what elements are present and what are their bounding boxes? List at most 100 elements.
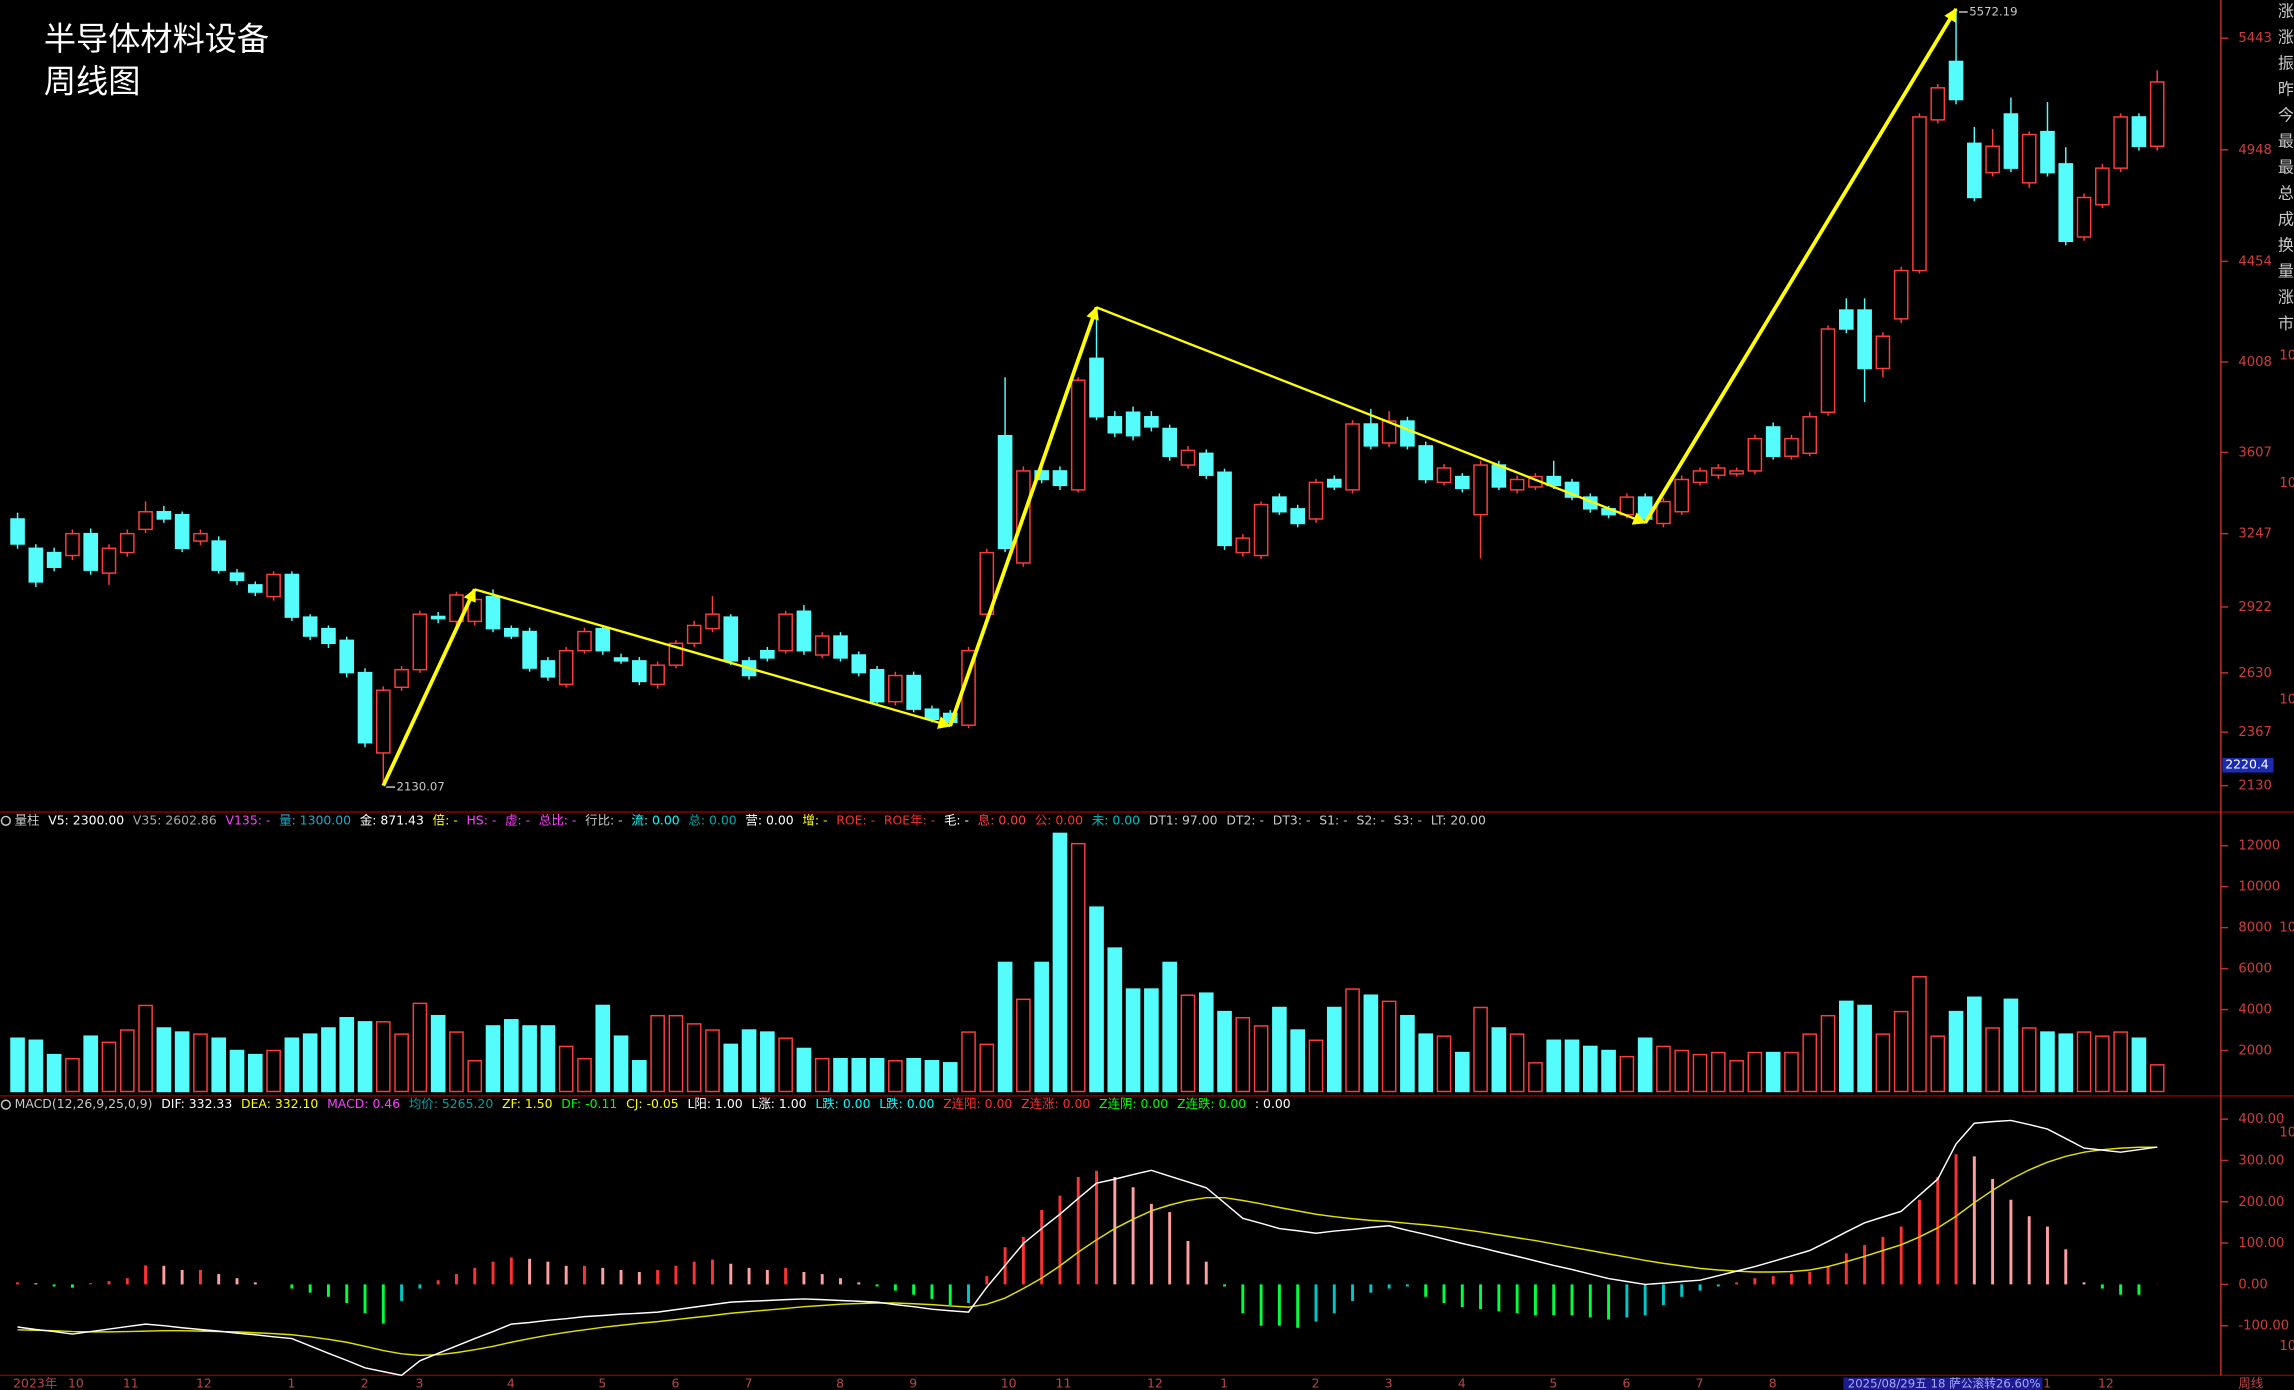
volume-bar xyxy=(686,1023,702,1093)
candle-body xyxy=(632,660,647,683)
volume-bar xyxy=(1070,842,1086,1093)
candle-body xyxy=(1363,423,1379,447)
volume-bar xyxy=(2149,1064,2165,1093)
x-tick-label: 9 xyxy=(909,1376,917,1390)
volume-bar xyxy=(302,1033,318,1093)
x-tick-label: 11 xyxy=(1056,1376,1072,1390)
candle-body xyxy=(211,540,227,571)
volume-bar xyxy=(1235,1017,1251,1093)
edge-label: 10 xyxy=(2279,921,2294,936)
chart-title: 半导体材料设备 xyxy=(44,20,269,58)
x-tick-label: 5 xyxy=(1549,1376,1557,1390)
volume-bar xyxy=(247,1053,263,1093)
candle-body xyxy=(1400,420,1415,447)
y-tick-label: 6000 xyxy=(2238,962,2271,977)
price-marker: 2220.4 xyxy=(2225,757,2269,772)
header-item: ROE年: - xyxy=(884,812,935,827)
candle-body xyxy=(1162,427,1177,457)
candle-body xyxy=(1985,145,2000,174)
candle-body xyxy=(869,668,885,703)
volume-bar xyxy=(174,1031,190,1093)
side-label: 最 xyxy=(2278,158,2294,177)
edge-label: 10 xyxy=(2279,1125,2294,1140)
volume-bar xyxy=(924,1060,940,1093)
candle-body xyxy=(2058,163,2074,242)
candle-body xyxy=(1034,470,1049,481)
low-annotation: 2130.07 xyxy=(396,780,444,794)
volume-bar xyxy=(138,1004,153,1093)
candle-body xyxy=(924,708,940,721)
volume-bar xyxy=(46,1053,62,1093)
volume-bar xyxy=(1034,961,1049,1093)
volume-bar xyxy=(540,1025,556,1093)
header-item: : 0.00 xyxy=(1255,1096,1291,1111)
candle-body xyxy=(1710,467,1726,476)
candle-body xyxy=(1198,452,1214,476)
candle-body xyxy=(1656,500,1671,525)
volume-bar xyxy=(814,1057,830,1093)
x-tick-label: 1 xyxy=(287,1376,295,1390)
candle-body xyxy=(1180,449,1196,466)
volume-bar xyxy=(1967,996,1982,1093)
header-item: HS: - xyxy=(466,812,496,827)
header-item: 流: 0.00 xyxy=(631,812,679,827)
x-tick-label: 5 xyxy=(598,1376,606,1390)
candle-body xyxy=(1839,309,1854,330)
edge-label: 10 xyxy=(2279,476,2294,491)
y-tick-label: 3607 xyxy=(2238,445,2271,460)
volume-bar xyxy=(1820,1014,1836,1093)
volume-bar xyxy=(1839,1000,1854,1093)
candle-body xyxy=(1235,537,1251,554)
candle-body xyxy=(1125,411,1141,437)
header-item: 虚: - xyxy=(505,812,530,827)
y-tick-label: 2000 xyxy=(2238,1044,2271,1059)
cursor-label: 2025/08/29五 18 萨公滚转26.60% xyxy=(1848,1377,2041,1390)
volume-bar xyxy=(1436,1035,1452,1093)
candle-body xyxy=(796,610,812,652)
trend-line xyxy=(474,588,952,729)
volume-bar xyxy=(2003,998,2019,1093)
header-item: L跌: 0.00 xyxy=(815,1096,870,1111)
edge-label: 10 xyxy=(2279,1339,2294,1354)
candle-body xyxy=(814,635,830,656)
side-label: 最 xyxy=(2278,131,2294,150)
candle-body xyxy=(1272,496,1287,513)
candle-body xyxy=(1217,471,1232,547)
candle-body xyxy=(1326,478,1342,488)
header-item: 毛: - xyxy=(944,812,969,827)
candle-body xyxy=(138,511,153,531)
volume-bar xyxy=(485,1025,501,1093)
candle-body xyxy=(193,532,208,542)
volume-bar xyxy=(119,1029,135,1093)
edge-label: 10 xyxy=(2279,692,2294,707)
x-tick-label: 7 xyxy=(745,1376,753,1390)
side-label: 市 xyxy=(2278,314,2294,333)
candle-body xyxy=(1052,470,1068,487)
volume-bar xyxy=(961,1031,976,1093)
header-item: Z连阴: 0.00 xyxy=(1099,1096,1168,1111)
candle-body xyxy=(1930,87,1946,121)
volume-bar xyxy=(1381,1000,1397,1093)
candle-body xyxy=(760,649,775,659)
y-tick-label: 4008 xyxy=(2238,355,2271,370)
volume-bar xyxy=(2113,1031,2128,1093)
volume-bar xyxy=(1912,976,1927,1093)
volume-bar xyxy=(1601,1049,1616,1093)
candle-body xyxy=(1893,269,1909,320)
candle-body xyxy=(1857,309,1872,370)
candle-body xyxy=(101,547,117,574)
y-tick-label: 400.00 xyxy=(2238,1112,2284,1127)
volume-bar xyxy=(83,1035,99,1093)
volume-bar xyxy=(1308,1039,1324,1093)
volume-bar xyxy=(1582,1045,1598,1093)
volume-bar xyxy=(558,1045,574,1093)
volume-bar xyxy=(1400,1014,1415,1093)
candle-body xyxy=(1692,470,1708,484)
volume-bar xyxy=(1656,1045,1671,1093)
x-tick-label: 6 xyxy=(672,1376,680,1390)
volume-bar xyxy=(1198,992,1214,1093)
candle-body xyxy=(247,584,263,593)
volume-bar xyxy=(1784,1051,1799,1093)
volume-bar xyxy=(1710,1051,1726,1093)
x-tick-label: 1 xyxy=(2043,1376,2051,1390)
